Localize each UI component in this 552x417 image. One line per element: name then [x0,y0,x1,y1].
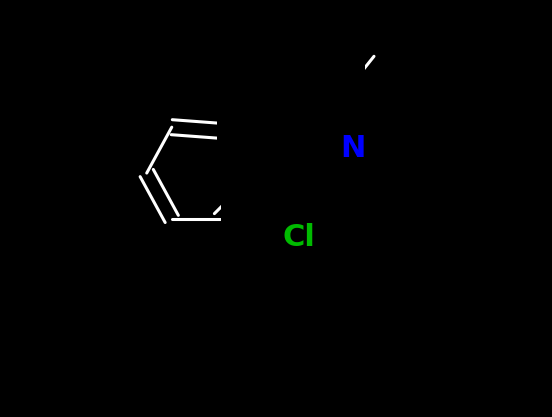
Text: N: N [341,133,366,163]
Text: Cl: Cl [283,223,315,252]
Text: O: O [278,83,304,113]
